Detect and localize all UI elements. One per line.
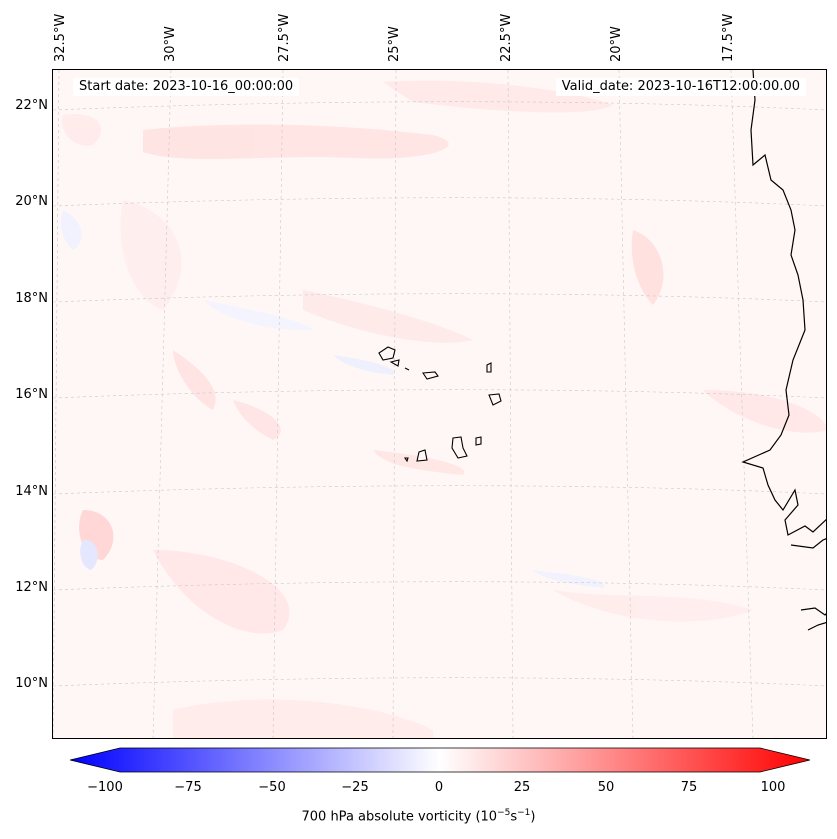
colorbar-label: 700 hPa absolute vorticity (10−5s−1) xyxy=(301,808,536,825)
colorbar-tick: −25 xyxy=(341,780,369,795)
island-fogo xyxy=(416,449,428,462)
island-sal xyxy=(486,362,492,373)
valid-date-label: Valid_date: 2023-10-16T12:00:00.00 xyxy=(555,78,806,96)
colorbar-tick: −75 xyxy=(174,780,202,795)
lat-label-14n: 14°N xyxy=(15,484,48,499)
lat-label-18n: 18°N xyxy=(15,291,48,306)
colorbar-tick: −50 xyxy=(258,780,286,795)
lon-label-22-5w: 22.5°W xyxy=(499,13,514,62)
island-santo-antao xyxy=(378,346,396,361)
map-gridlines xyxy=(53,70,826,738)
island-sao-vicente xyxy=(389,359,400,367)
lon-label-20w: 20°W xyxy=(609,26,624,62)
lat-label-16n: 16°N xyxy=(15,387,48,402)
island-brava xyxy=(403,457,409,463)
start-date-label: Start date: 2023-10-16_00:00:00 xyxy=(73,78,300,96)
vorticity-field xyxy=(53,70,826,738)
map-panel[interactable]: Start date: 2023-10-16_00:00:00 Valid_da… xyxy=(52,69,827,739)
island-sao-nicolau xyxy=(422,371,439,380)
lat-label-22n: 22°N xyxy=(15,98,48,113)
coastline xyxy=(741,70,826,631)
island-santa-luzia xyxy=(404,367,410,371)
colorbar-tick: 50 xyxy=(597,780,615,795)
island-santiago xyxy=(451,436,468,459)
colorbar-tick: 100 xyxy=(760,780,786,795)
lon-label-32-5w: 32.5°W xyxy=(53,13,68,62)
lon-label-25w: 25°W xyxy=(387,26,402,62)
lat-label-10n: 10°N xyxy=(15,676,48,691)
vorticity-shading xyxy=(60,80,826,738)
colorbar xyxy=(69,745,811,779)
colorbar-gradient xyxy=(69,747,811,773)
lon-label-30w: 30°W xyxy=(163,26,178,62)
lon-label-17-5w: 17.5°W xyxy=(721,13,736,62)
colorbar-tick: 25 xyxy=(513,780,531,795)
lon-label-27-5w: 27.5°W xyxy=(277,13,292,62)
island-boa-vista xyxy=(488,393,502,406)
colorbar-tick: 0 xyxy=(434,780,444,795)
colorbar-tick: 75 xyxy=(680,780,698,795)
island-maio xyxy=(475,436,482,446)
colorbar-tick: −100 xyxy=(87,780,123,795)
lat-label-20n: 20°N xyxy=(15,194,48,209)
lat-label-12n: 12°N xyxy=(15,580,48,595)
cabo-verde-islands xyxy=(378,346,502,463)
